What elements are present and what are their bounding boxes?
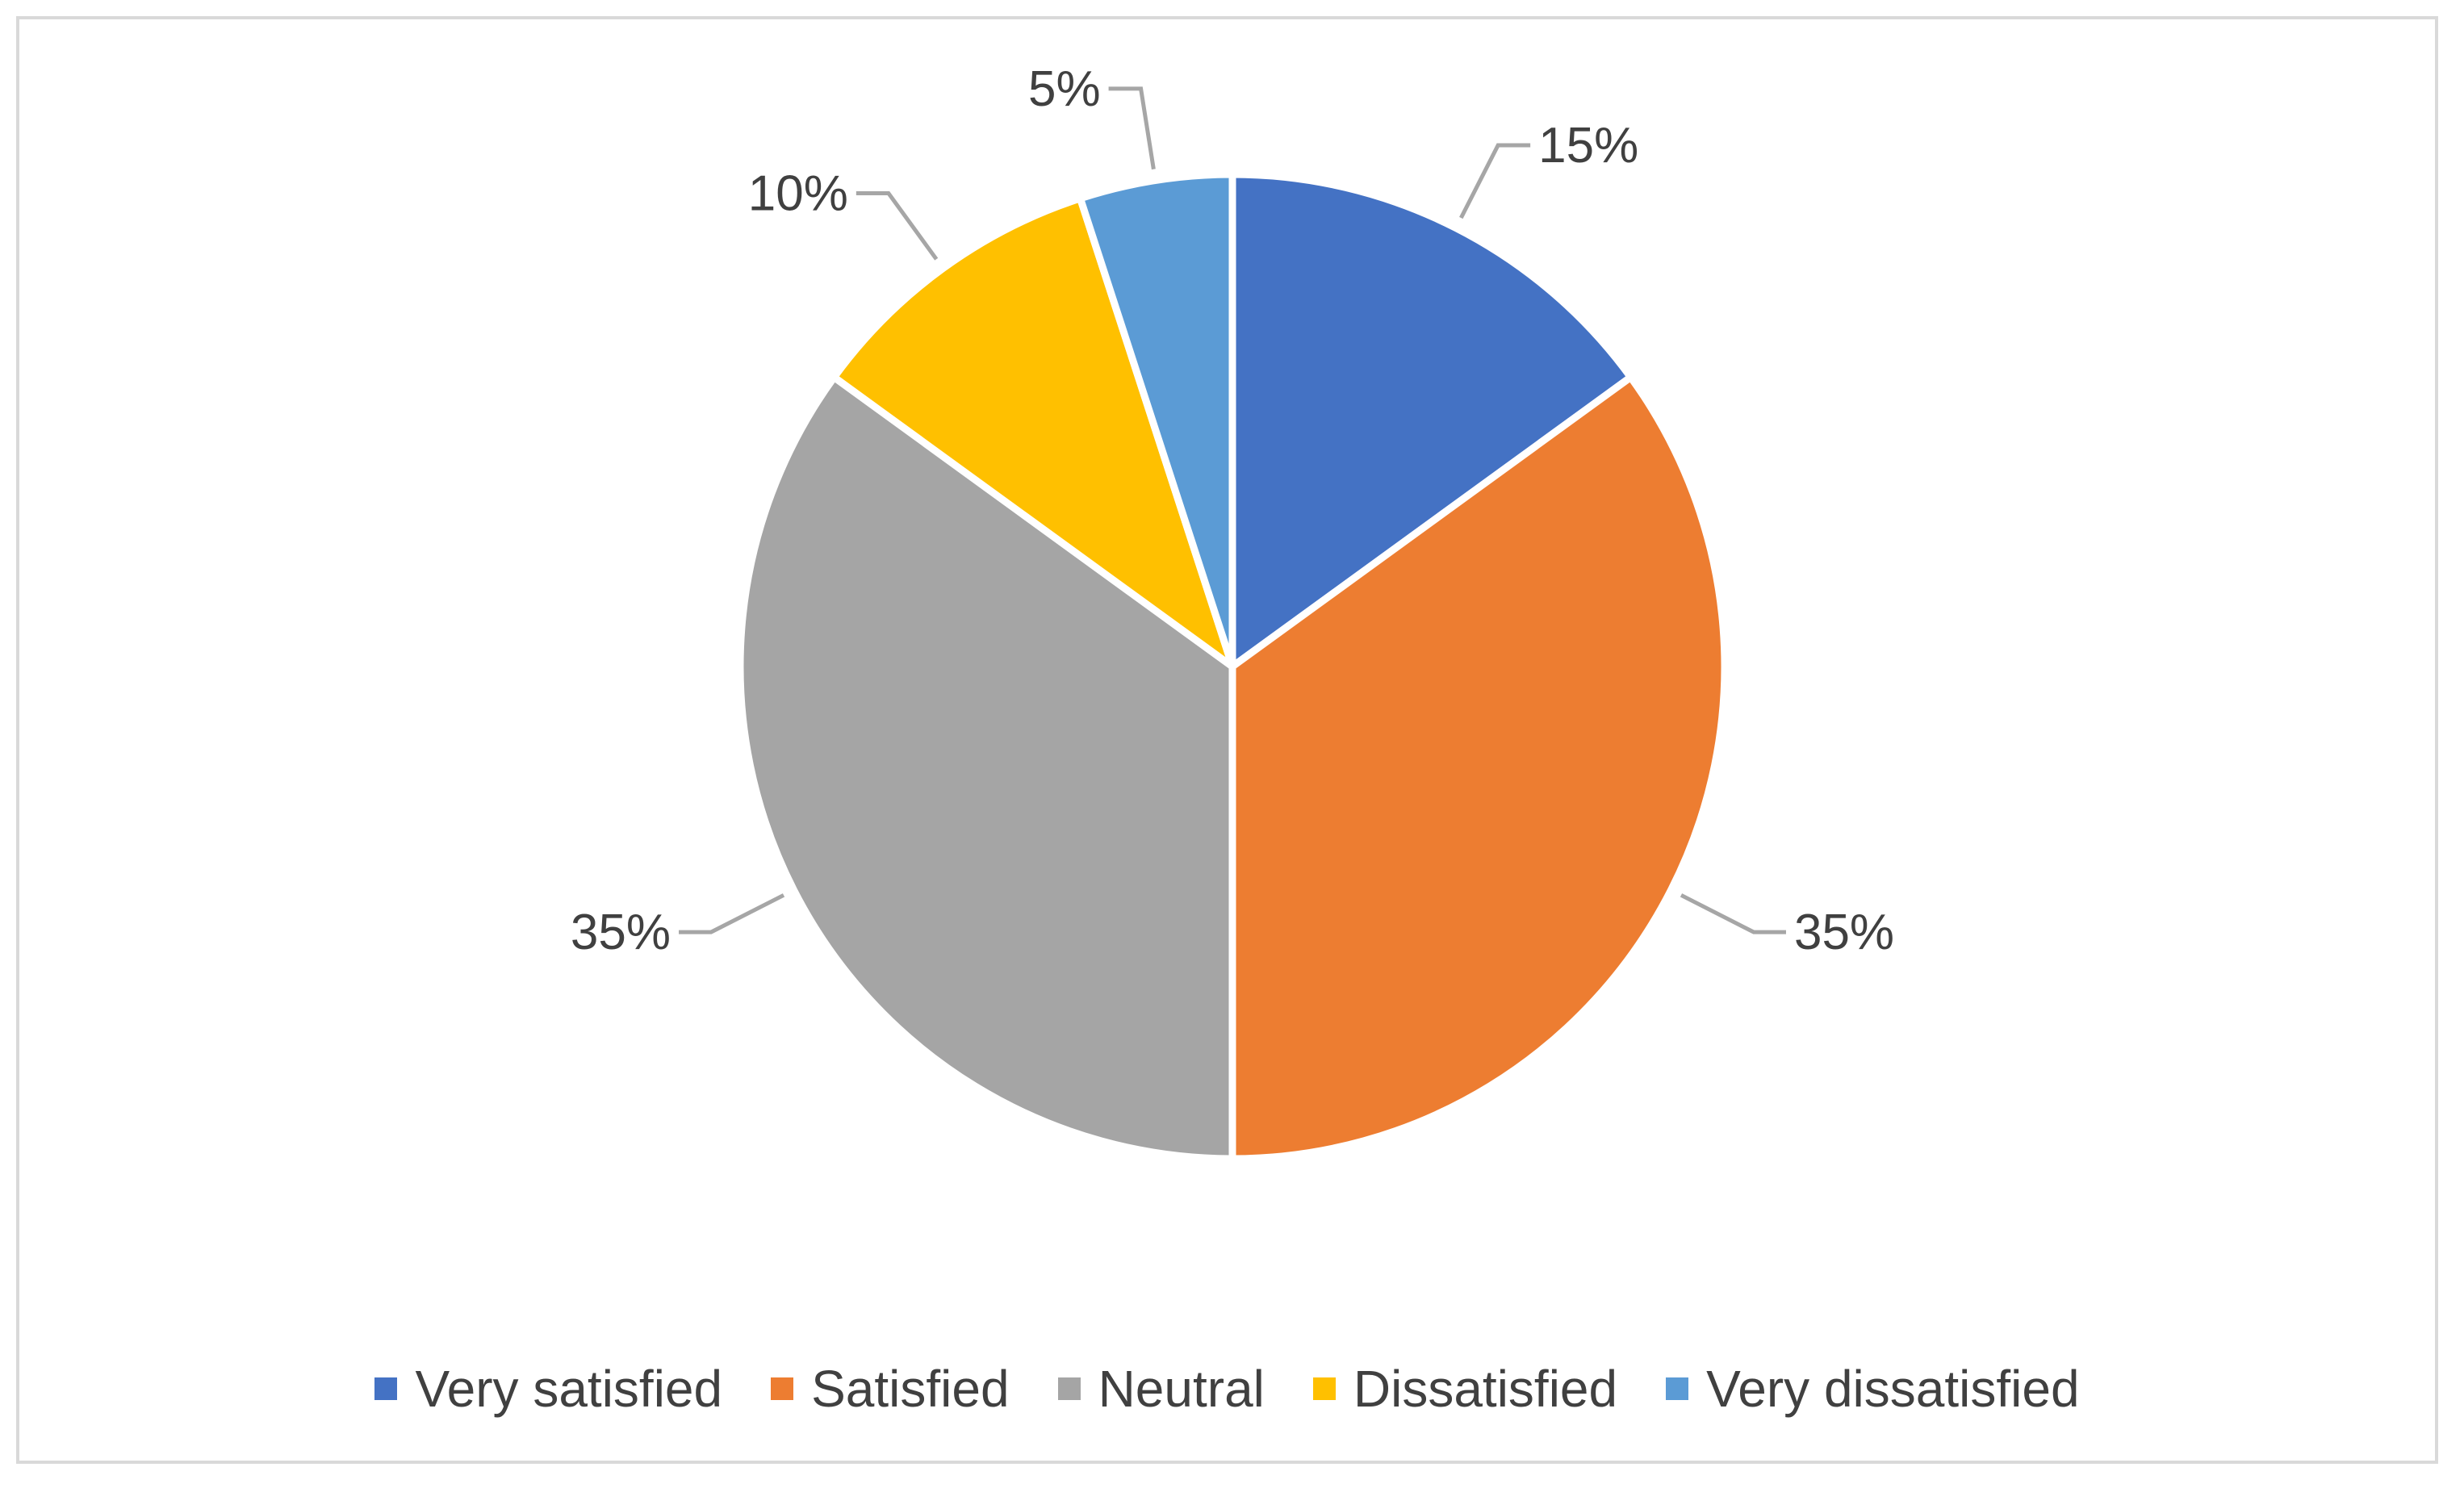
legend-swatch-satisfied — [771, 1377, 794, 1400]
leader-lines — [679, 86, 1786, 934]
legend-swatch-neutral — [1057, 1377, 1081, 1400]
legend-label-very-dissatisfied: Very dissatisfied — [1706, 1360, 2080, 1418]
data-label-very-dissatisfied: 5% — [1028, 61, 1101, 117]
legend-swatch-very-dissatisfied — [1666, 1377, 1689, 1400]
legend-label-satisfied: Satisfied — [811, 1360, 1010, 1418]
pie-slice-neutral — [736, 373, 1236, 1163]
pie-chart: 15% 35% 35% 10% 5% — [571, 61, 1894, 1163]
chart-area: 15% 35% 35% 10% 5% Very satisfied Satisfied Ne… — [16, 16, 2438, 1464]
leader-line-dissatisfied — [855, 190, 939, 261]
pie-slice-dissatisfied — [830, 194, 1236, 671]
legend-item-dissatisfied: Dissatisfied — [1312, 1359, 1618, 1419]
legend-item-very-satisfied: Very satisfied — [374, 1359, 722, 1419]
legend-label-very-satisfied: Very satisfied — [415, 1360, 723, 1418]
legend-swatch-dissatisfied — [1312, 1377, 1336, 1400]
data-labels: 15% 35% 35% 10% 5% — [571, 61, 1894, 960]
legend: Very satisfied Satisfied Neutral Dissatisfi… — [19, 1359, 2435, 1419]
data-label-very-satisfied: 15% — [1538, 118, 1638, 173]
legend-item-neutral: Neutral — [1057, 1359, 1265, 1419]
legend-item-very-dissatisfied: Very dissatisfied — [1666, 1359, 2080, 1419]
legend-item-satisfied: Satisfied — [771, 1359, 1010, 1419]
leader-line-very-dissatisfied — [1108, 86, 1156, 170]
pie-slices — [736, 170, 1729, 1163]
data-label-dissatisfied: 10% — [748, 165, 848, 221]
pie-slice-very-satisfied — [1228, 170, 1634, 671]
data-label-neutral: 35% — [571, 905, 671, 960]
data-label-satisfied: 35% — [1794, 905, 1894, 960]
leader-line-very-satisfied — [1459, 143, 1531, 219]
legend-label-neutral: Neutral — [1098, 1360, 1265, 1418]
legend-swatch-very-satisfied — [374, 1377, 398, 1400]
pie-slice-satisfied — [1228, 373, 1729, 1163]
pie-slice-very-dissatisfied — [1077, 170, 1236, 671]
legend-label-dissatisfied: Dissatisfied — [1353, 1360, 1618, 1418]
leader-line-satisfied — [1680, 893, 1786, 934]
leader-line-neutral — [679, 893, 785, 934]
